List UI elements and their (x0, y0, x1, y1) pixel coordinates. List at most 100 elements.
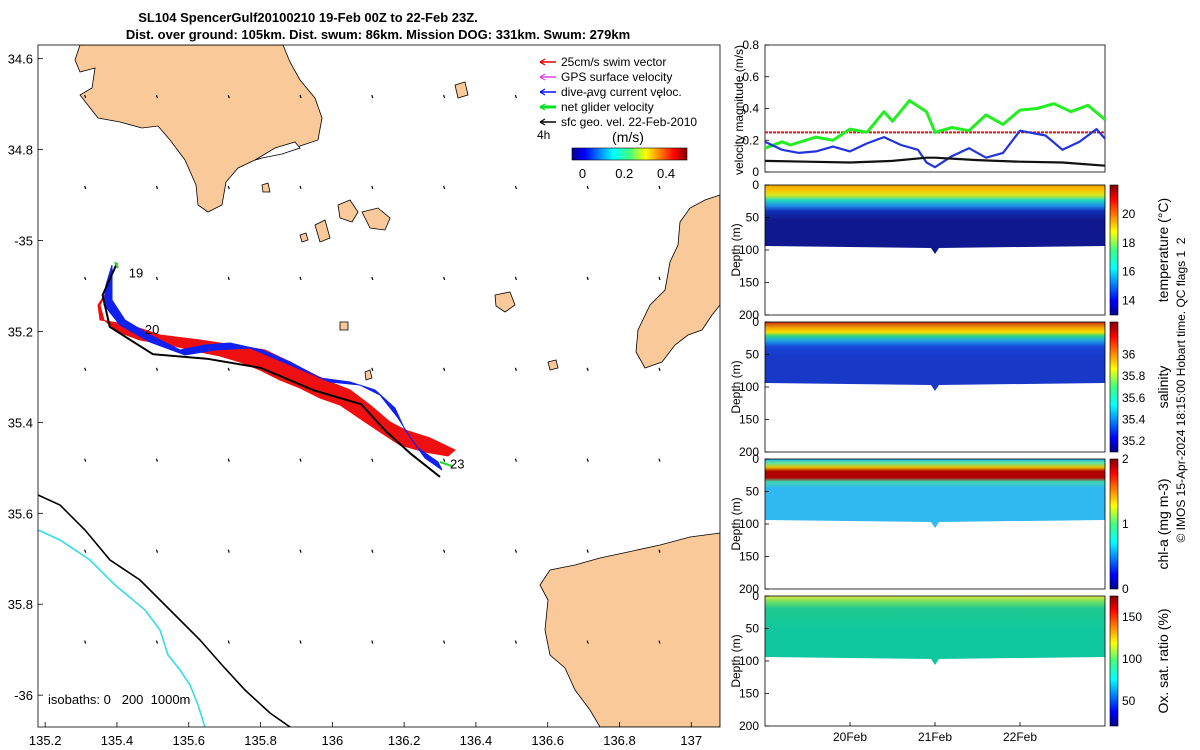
current-vector (371, 458, 374, 462)
current-vector (227, 276, 230, 281)
section-colorbar (1109, 321, 1119, 453)
current-vector (84, 458, 87, 462)
timeseries-frame (764, 44, 1106, 173)
velocity-timeseries-panel: 0 0.2 0.4 0.6 0.8 velocity magnitude (m/s) (732, 38, 1106, 179)
track-day-label: 23 (450, 456, 464, 471)
current-vector (371, 549, 374, 553)
map-frame (37, 44, 721, 728)
section-colorbar-tick-label: 36 (1122, 348, 1136, 362)
map-x-tick-label: 137 (680, 733, 702, 748)
current-vector (155, 458, 159, 462)
depth-axis-label: Depth (m) (729, 360, 743, 413)
depth-tick-label: 50 (746, 622, 760, 636)
title-line-1: SL104 SpencerGulf20100210 19-Feb 00Z to … (138, 10, 478, 25)
current-vector (586, 367, 589, 372)
legend-label: 25cm/s swim vector (561, 55, 666, 69)
map-y-tick-label: 35.4 (8, 415, 33, 430)
section-colorbar-tick-label: 16 (1122, 265, 1136, 279)
timeseries-y-tick-label: 0.8 (742, 38, 759, 52)
map-x-tick-label: 136.2 (388, 733, 421, 748)
section-colorbar-tick-label: 0 (1122, 582, 1129, 596)
current-vector (658, 185, 661, 190)
current-vector (227, 367, 230, 372)
depth-tick-label: 200 (739, 445, 759, 459)
dive-avg-current-band (103, 264, 443, 471)
depth-tick-label: 50 (746, 211, 760, 225)
current-vector (659, 732, 660, 735)
current-vector (84, 640, 87, 644)
current-vector (155, 640, 159, 644)
current-vector (731, 459, 732, 462)
depth-tick-label: 200 (739, 582, 759, 596)
map-y-tick-label: 35.6 (8, 506, 33, 521)
current-vector (514, 458, 517, 462)
current-vector (586, 640, 589, 644)
section-field (765, 459, 1105, 528)
right-island-land (635, 194, 720, 369)
section-colorbar-tick-label: 50 (1122, 694, 1136, 708)
current-vector (658, 94, 661, 99)
current-vector (155, 549, 159, 553)
section-field (765, 596, 1105, 665)
map-x-tick-label: 135.8 (244, 733, 277, 748)
current-vector (155, 276, 159, 281)
map-x-tick-label: 136.4 (460, 733, 493, 748)
colorbar-tick-label: 0 (579, 166, 586, 181)
map-x-tick-label: 135.6 (172, 733, 205, 748)
colorbar-tick-label: 0.4 (657, 166, 675, 181)
section-colorbar-tick-label: 20 (1122, 207, 1136, 221)
section-variable-label: chl-a (mg m-3) (1155, 478, 1171, 569)
current-vector (443, 94, 446, 99)
current-vector (227, 185, 230, 190)
current-vector (299, 185, 302, 190)
legend-label: GPS surface velocity (561, 70, 672, 84)
net-glider-track-line (101, 262, 441, 478)
small-islands (261, 81, 559, 381)
section-panel: 0 50 100 150 200 Depth (m) 0 1 2 chl-a (mg m-3) (729, 452, 1171, 596)
map-y-tick-label: 35.2 (8, 324, 33, 339)
current-vector (227, 94, 230, 99)
current-vector (587, 732, 588, 735)
current-vector (658, 640, 661, 644)
map-y-tick-label: 34.6 (8, 52, 33, 67)
map-y-tick-label: -35 (14, 234, 33, 249)
current-vector (443, 276, 446, 281)
current-vector (658, 458, 661, 462)
map-x-tick-label: 136.6 (531, 733, 564, 748)
current-vector (84, 94, 87, 99)
current-vector (514, 276, 517, 281)
section-colorbar-tick-label: 35.2 (1122, 434, 1146, 448)
map-x-tick-label: 136.8 (603, 733, 636, 748)
current-vector (227, 640, 230, 644)
depth-tick-label: 150 (739, 276, 759, 290)
section-colorbar-tick-label: 150 (1122, 610, 1142, 624)
depth-tick-label: 100 (739, 243, 759, 257)
depth-axis-label: Depth (m) (729, 223, 743, 276)
current-vector (443, 640, 446, 644)
timeseries-lines (764, 99, 1106, 169)
current-vector (372, 732, 373, 735)
current-vector (84, 549, 87, 553)
section-colorbar-tick-label: 100 (1122, 652, 1142, 666)
section-variable-label: salinity (1155, 366, 1171, 409)
current-vector (84, 276, 87, 281)
timeseries-y-tick-label: 0.4 (742, 102, 759, 116)
current-vector (515, 732, 516, 735)
current-vector (371, 94, 374, 99)
current-vector (371, 276, 374, 281)
current-vector (299, 640, 302, 644)
depth-tick-label: 100 (739, 654, 759, 668)
section-colorbar (1109, 595, 1119, 727)
legend-label: dive-avg current veloc. (561, 85, 682, 99)
timeseries-line (764, 128, 1106, 169)
current-vector (300, 732, 301, 735)
time-tick-label: 21Feb (918, 730, 952, 744)
current-vector (514, 549, 517, 553)
legend-arrowhead (539, 73, 546, 81)
glider-track (97, 261, 456, 478)
map-x-tick-label: 135.2 (29, 733, 62, 748)
depth-tick-label: 200 (739, 719, 759, 733)
map-y-tick-label: -36 (14, 688, 33, 703)
depth-tick-label: 0 (752, 315, 759, 329)
